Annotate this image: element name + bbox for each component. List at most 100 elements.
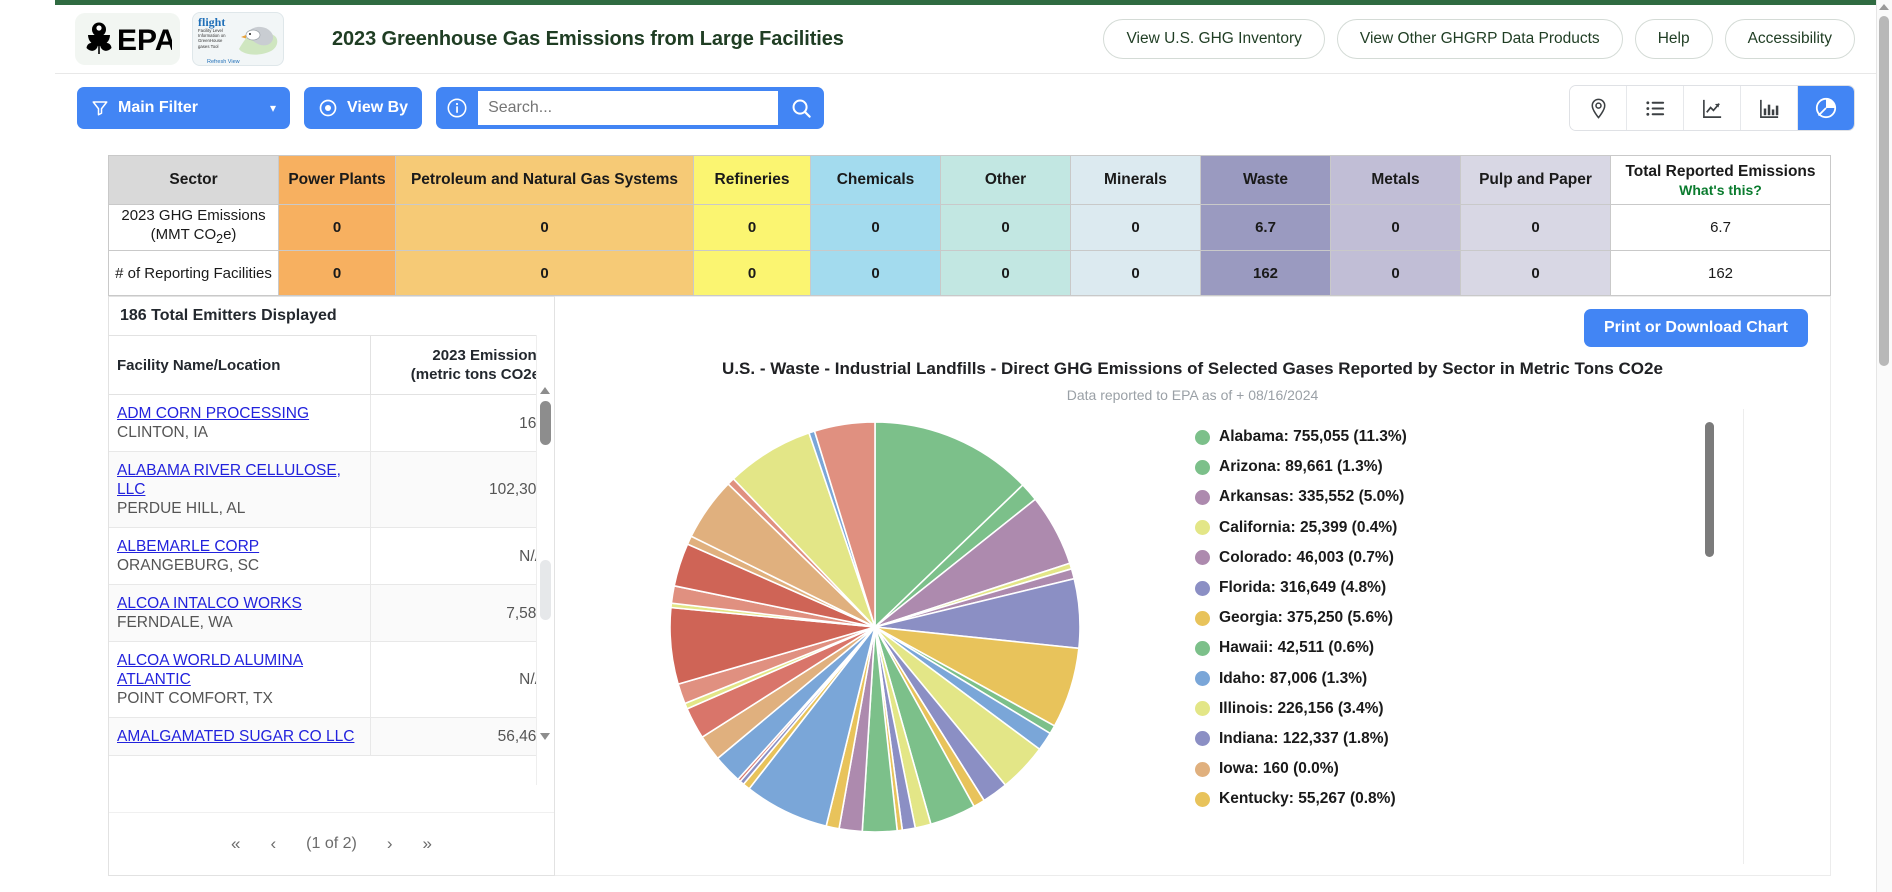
legend-item[interactable]: Hawaii: 42,511 (0.6%) (1195, 633, 1695, 663)
legend-item[interactable]: Colorado: 46,003 (0.7%) (1195, 543, 1695, 573)
facility-link[interactable]: AMALGAMATED SUGAR CO LLC (117, 728, 355, 745)
table-row: 2023 GHG Emissions (MMT CO2e) 0 0 0 0 0 0… (108, 204, 1831, 251)
sector-header-power-plants: Power Plants (278, 155, 396, 205)
table-row[interactable]: ALCOA WORLD ALUMINA ATLANTIC POINT COMFO… (109, 641, 554, 718)
scroll-thumb-secondary[interactable] (540, 560, 551, 620)
table-row[interactable]: AMALGAMATED SUGAR CO LLC 56,467 (109, 717, 554, 756)
browser-scroll-up-arrow-icon[interactable] (1879, 4, 1889, 10)
cell-facilities-minerals: 0 (1070, 250, 1201, 296)
browser-scrollbar[interactable] (1876, 0, 1892, 892)
legend-label: Georgia: 375,250 (5.6%) (1219, 609, 1394, 627)
cell-facilities-power-plants: 0 (278, 250, 396, 296)
scroll-down-arrow-icon[interactable] (540, 733, 550, 740)
facility-link[interactable]: ADM CORN PROCESSING (117, 405, 310, 422)
header-button-group: View U.S. GHG Inventory View Other GHGRP… (1103, 19, 1855, 59)
total-emitters-label: 186 Total Emitters Displayed (120, 307, 337, 324)
sector-header-total: Total Reported Emissions What's this? (1610, 155, 1831, 205)
cell-emissions-metals: 0 (1330, 204, 1461, 251)
facilities-scrollbar[interactable] (536, 335, 554, 785)
legend-item[interactable]: Idaho: 87,006 (1.3%) (1195, 664, 1695, 694)
view-mode-pie-chart-icon[interactable] (1798, 86, 1854, 130)
legend-item[interactable]: Iowa: 160 (0.0%) (1195, 754, 1695, 784)
facility-link[interactable]: ALCOA INTALCO WORKS (117, 595, 302, 612)
facility-cell: ALABAMA RIVER CELLULOSE, LLC PERDUE HILL… (109, 451, 371, 528)
toolbar: Main Filter ▾ View By (55, 74, 1877, 142)
page-frame: EPA flight Facility Level Information on… (55, 0, 1877, 892)
facility-emissions: 7,589 (370, 584, 554, 642)
cell-emissions-power-plants: 0 (278, 204, 396, 251)
table-row[interactable]: ALBEMARLE CORP ORANGEBURG, SC N/A (109, 527, 554, 585)
view-mode-line-chart-icon[interactable] (1684, 86, 1741, 130)
facility-emissions: 160 (370, 394, 554, 452)
legend-item[interactable]: Arizona: 89,661 (1.3%) (1195, 452, 1695, 482)
whats-this-link[interactable]: What's this? (1679, 181, 1762, 198)
browser-scroll-thumb[interactable] (1879, 16, 1889, 366)
legend-scrollbar[interactable] (1705, 422, 1715, 852)
pie-slice[interactable] (874, 421, 1024, 629)
info-circle-icon[interactable] (436, 87, 478, 129)
view-ghgrp-data-products-button[interactable]: View Other GHGRP Data Products (1336, 19, 1623, 59)
view-ghg-inventory-button[interactable]: View U.S. GHG Inventory (1103, 19, 1325, 59)
facility-name-column-header[interactable]: Facility Name/Location (109, 335, 371, 395)
legend-color-swatch (1195, 550, 1210, 566)
legend-color-swatch (1195, 701, 1210, 717)
sector-header-cell: Sector (108, 155, 279, 205)
facility-emissions: 56,467 (370, 717, 554, 756)
sector-header-minerals: Minerals (1070, 155, 1201, 205)
flight-logo[interactable]: flight Facility Level Information on Gre… (192, 12, 284, 66)
flight-bird-icon (239, 26, 278, 55)
sector-table-header-row: Sector Power Plants Petroleum and Natura… (108, 155, 1831, 205)
legend-scroll-thumb[interactable] (1705, 422, 1714, 557)
table-row[interactable]: ALCOA INTALCO WORKS FERNDALE, WA 7,589 (109, 584, 554, 642)
facility-emissions: N/A (370, 527, 554, 585)
next-page-button[interactable]: › (386, 834, 393, 853)
view-mode-map-icon[interactable] (1570, 86, 1627, 130)
accessibility-button[interactable]: Accessibility (1724, 19, 1855, 59)
help-button[interactable]: Help (1634, 19, 1713, 59)
epa-seal-icon[interactable]: EPA (75, 13, 180, 65)
site-header: EPA flight Facility Level Information on… (55, 5, 1877, 74)
legend-item[interactable]: Florida: 316,649 (4.8%) (1195, 573, 1695, 603)
legend-item[interactable]: Indiana: 122,337 (1.8%) (1195, 724, 1695, 754)
pie-slice[interactable] (813, 421, 876, 628)
cell-facilities-other: 0 (940, 250, 1071, 296)
legend-item[interactable]: Illinois: 226,156 (3.4%) (1195, 694, 1695, 724)
table-row[interactable]: ADM CORN PROCESSING CLINTON, IA 160 (109, 394, 554, 452)
row-label-facilities: # of Reporting Facilities (108, 250, 279, 296)
prev-page-button[interactable]: ‹ (270, 834, 277, 853)
flight-wordmark: flight (198, 15, 226, 29)
legend-item[interactable]: Arkansas: 335,552 (5.0%) (1195, 482, 1695, 512)
legend-item[interactable]: Kentucky: 55,267 (0.8%) (1195, 784, 1695, 814)
print-or-download-chart-button[interactable]: Print or Download Chart (1584, 309, 1808, 347)
legend-color-swatch (1195, 429, 1210, 445)
facility-link[interactable]: ALBEMARLE CORP (117, 538, 260, 555)
table-row[interactable]: ALABAMA RIVER CELLULOSE, LLC PERDUE HILL… (109, 451, 554, 528)
chevron-down-icon: ▾ (269, 101, 276, 115)
facility-location: ORANGEBURG, SC (117, 557, 260, 574)
view-by-button[interactable]: View By (304, 87, 423, 129)
cell-facilities-chemicals: 0 (810, 250, 941, 296)
view-mode-bar-chart-icon[interactable] (1741, 86, 1798, 130)
legend-item[interactable]: California: 25,399 (0.4%) (1195, 513, 1695, 543)
scroll-thumb[interactable] (540, 401, 551, 445)
facilities-table-wrap: Facility Name/Location 2023 Emissions (me… (109, 335, 554, 785)
cell-facilities-waste: 162 (1200, 250, 1331, 296)
facility-link[interactable]: ALCOA WORLD ALUMINA ATLANTIC (117, 652, 304, 688)
facilities-panel: 186 Total Emitters Displayed Facility Na… (108, 296, 555, 876)
facility-link[interactable]: ALABAMA RIVER CELLULOSE, LLC (117, 462, 341, 498)
legend-item[interactable]: Alabama: 755,055 (11.3%) (1195, 422, 1695, 452)
pie-chart[interactable] (665, 417, 1085, 837)
top-green-bar (55, 0, 1877, 5)
page-indicator: (1 of 2) (306, 835, 357, 852)
legend-item[interactable]: Georgia: 375,250 (5.6%) (1195, 603, 1695, 633)
search-icon[interactable] (778, 87, 824, 129)
first-page-button[interactable]: « (231, 834, 241, 853)
last-page-button[interactable]: » (422, 834, 432, 853)
pie-chart-svg[interactable] (665, 417, 1085, 837)
scroll-up-arrow-icon[interactable] (540, 387, 550, 394)
view-mode-list-icon[interactable] (1627, 86, 1684, 130)
search-input[interactable] (478, 91, 779, 125)
facility-emissions-column-header[interactable]: 2023 Emissions (metric tons CO2e) (370, 335, 554, 395)
sector-summary-table: Sector Power Plants Petroleum and Natura… (108, 155, 1831, 296)
main-filter-button[interactable]: Main Filter ▾ (77, 87, 290, 129)
